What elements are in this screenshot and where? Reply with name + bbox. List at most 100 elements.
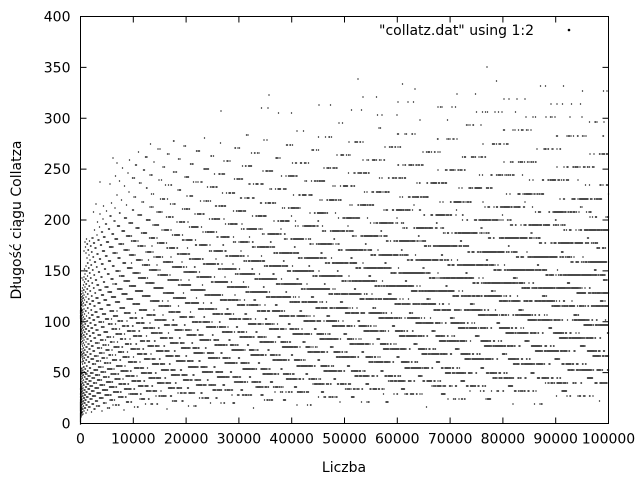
data-point [129, 375, 131, 377]
data-point [163, 198, 166, 200]
data-point [139, 398, 141, 400]
data-point [181, 261, 183, 263]
data-point [144, 372, 147, 374]
data-point [278, 283, 281, 285]
data-point [230, 389, 233, 391]
data-point [146, 187, 148, 189]
data-point [165, 274, 167, 276]
data-point [169, 311, 171, 313]
data-point [86, 257, 88, 259]
data-point [186, 195, 188, 197]
data-point [234, 147, 237, 149]
data-point [227, 357, 229, 359]
data-point [213, 250, 216, 252]
data-point [169, 382, 172, 384]
data-point [135, 317, 138, 319]
data-point [279, 391, 282, 393]
data-point [90, 309, 93, 311]
data-point [262, 386, 264, 388]
x-tick-label: 40000 [269, 432, 314, 448]
data-point [153, 358, 155, 360]
data-point [193, 316, 195, 318]
data-point [266, 368, 268, 370]
data-point [132, 325, 134, 327]
data-point [241, 178, 244, 180]
data-point [98, 374, 101, 376]
data-point [278, 354, 280, 356]
data-point [264, 368, 267, 370]
data-point [89, 317, 91, 319]
data-point [259, 278, 262, 280]
data-point [268, 349, 270, 351]
data-point [157, 148, 159, 150]
data-point [118, 346, 120, 348]
data-point [168, 305, 170, 307]
data-point [159, 358, 161, 360]
data-point [185, 316, 188, 318]
data-point [92, 377, 95, 379]
data-point [111, 373, 113, 375]
data-point [88, 285, 91, 287]
data-point [272, 246, 275, 248]
data-point [121, 288, 123, 290]
data-point [105, 210, 108, 212]
data-point [247, 286, 250, 288]
data-point [212, 308, 215, 310]
data-point [221, 352, 223, 354]
data-point [224, 205, 227, 207]
data-point [176, 247, 179, 249]
data-point [150, 403, 152, 405]
data-point [150, 314, 153, 316]
data-point [240, 210, 243, 212]
data-point [169, 363, 171, 365]
data-point [195, 405, 197, 407]
data-point [188, 226, 191, 228]
data-point [90, 245, 92, 247]
data-point [82, 284, 85, 286]
data-point [247, 165, 250, 167]
data-point [262, 394, 264, 396]
data-point [209, 294, 211, 296]
data-point [185, 239, 187, 241]
data-point [118, 333, 120, 335]
data-point [129, 312, 131, 314]
data-point [88, 388, 91, 390]
data-point [219, 294, 222, 296]
data-point [198, 379, 201, 381]
y-tick-label: 350 [44, 60, 71, 76]
data-point [82, 342, 85, 344]
data-point [114, 252, 117, 254]
data-point [203, 137, 206, 139]
data-point [241, 331, 244, 333]
data-point [272, 341, 275, 343]
data-point [220, 236, 223, 238]
data-point [155, 395, 157, 397]
data-point [247, 134, 249, 136]
data-point [104, 313, 107, 315]
data-point [264, 310, 267, 312]
data-point [257, 183, 259, 185]
data-point [80, 386, 83, 388]
data-point [116, 346, 118, 348]
data-point [170, 337, 173, 339]
data-point [167, 332, 170, 334]
data-point [142, 385, 144, 387]
data-point [232, 236, 235, 238]
data-point [241, 349, 244, 351]
data-point [281, 391, 284, 393]
data-point [106, 389, 109, 391]
data-point [104, 339, 107, 341]
data-point [222, 326, 225, 328]
data-point [180, 279, 182, 281]
data-point [192, 360, 194, 362]
data-point [99, 334, 102, 336]
data-point [97, 297, 99, 299]
data-point [264, 265, 266, 267]
data-point [130, 222, 132, 224]
data-point [177, 355, 180, 357]
data-point [79, 423, 82, 425]
data-point [186, 247, 189, 249]
data-point [225, 192, 228, 194]
data-point [228, 236, 230, 238]
data-point [157, 345, 159, 347]
